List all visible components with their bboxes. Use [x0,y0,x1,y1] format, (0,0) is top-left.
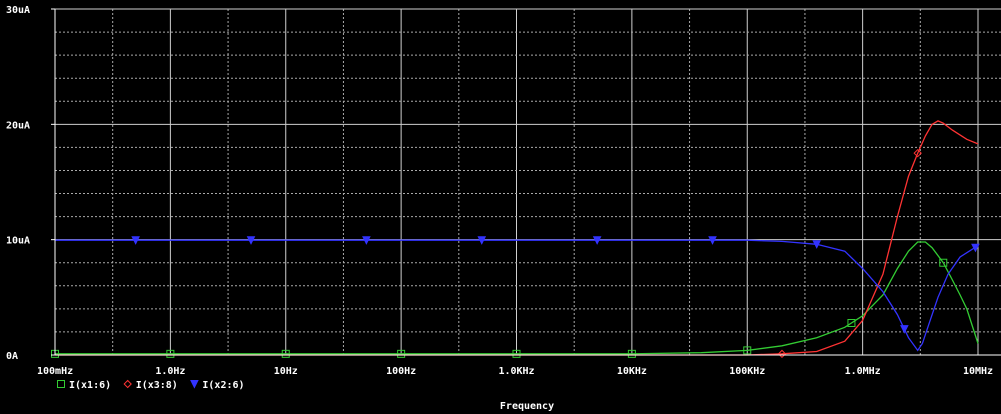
diamond-marker [123,379,132,389]
legend-label: I(x2:6) [202,380,244,391]
x-tick-label: 10KHz [617,366,647,377]
legend: I(x1:6) I(x3:8) I(x2:6) [57,379,245,391]
triangle-marker [900,325,909,334]
square-marker [847,319,856,328]
square-marker [627,349,636,358]
triangle-marker [362,236,371,245]
grid [55,8,1001,355]
x-tick-label: 100KHz [729,366,765,377]
triangle-marker [246,236,256,245]
x-tick-label: 1.0KHz [498,366,534,377]
square-marker [939,258,948,267]
x-axis-label: Frequency [500,401,554,412]
y-tick-label: 10uA [6,236,30,247]
series-layer [51,120,980,359]
y-tick-label: 0A [6,351,18,362]
triangle-marker [477,236,487,245]
square-marker [166,349,175,358]
triangle-marker [190,380,199,389]
square-marker [397,349,406,358]
x-tick-label: 1.0Hz [155,366,185,377]
x-tick-label: 100Hz [386,366,416,377]
tick-labels: 0A 10uA 20uA 30uA 100mHz 1.0Hz 10Hz 100Hz 1.0KHz… [6,5,993,377]
x-tick-label: 100mHz [37,366,73,377]
triangle-marker [592,236,602,245]
square-marker [281,349,290,358]
triangle-marker [971,243,980,253]
y-tick-label: 20uA [6,120,30,131]
legend-label: I(x1:6) [69,380,111,391]
series-line [55,239,979,352]
triangle-marker [131,236,140,245]
series-line [55,120,979,356]
square-marker [512,349,521,358]
square-marker [743,346,752,355]
triangle-marker [708,236,717,245]
series-1 [51,241,979,358]
x-tick-label: 10Hz [274,366,298,377]
y-tick-label: 30uA [6,5,30,16]
series-line [55,241,979,355]
x-tick-label: 10MHz [963,366,993,377]
square-marker [57,380,65,388]
legend-label: I(x3:8) [136,380,178,391]
x-tick-label: 1.0MHz [845,366,881,377]
diamond-marker [913,148,922,158]
series-2 [55,120,979,359]
diamond-marker [777,349,787,359]
axes [51,8,1001,356]
triangle-marker [812,240,822,249]
series-3 [55,236,980,352]
